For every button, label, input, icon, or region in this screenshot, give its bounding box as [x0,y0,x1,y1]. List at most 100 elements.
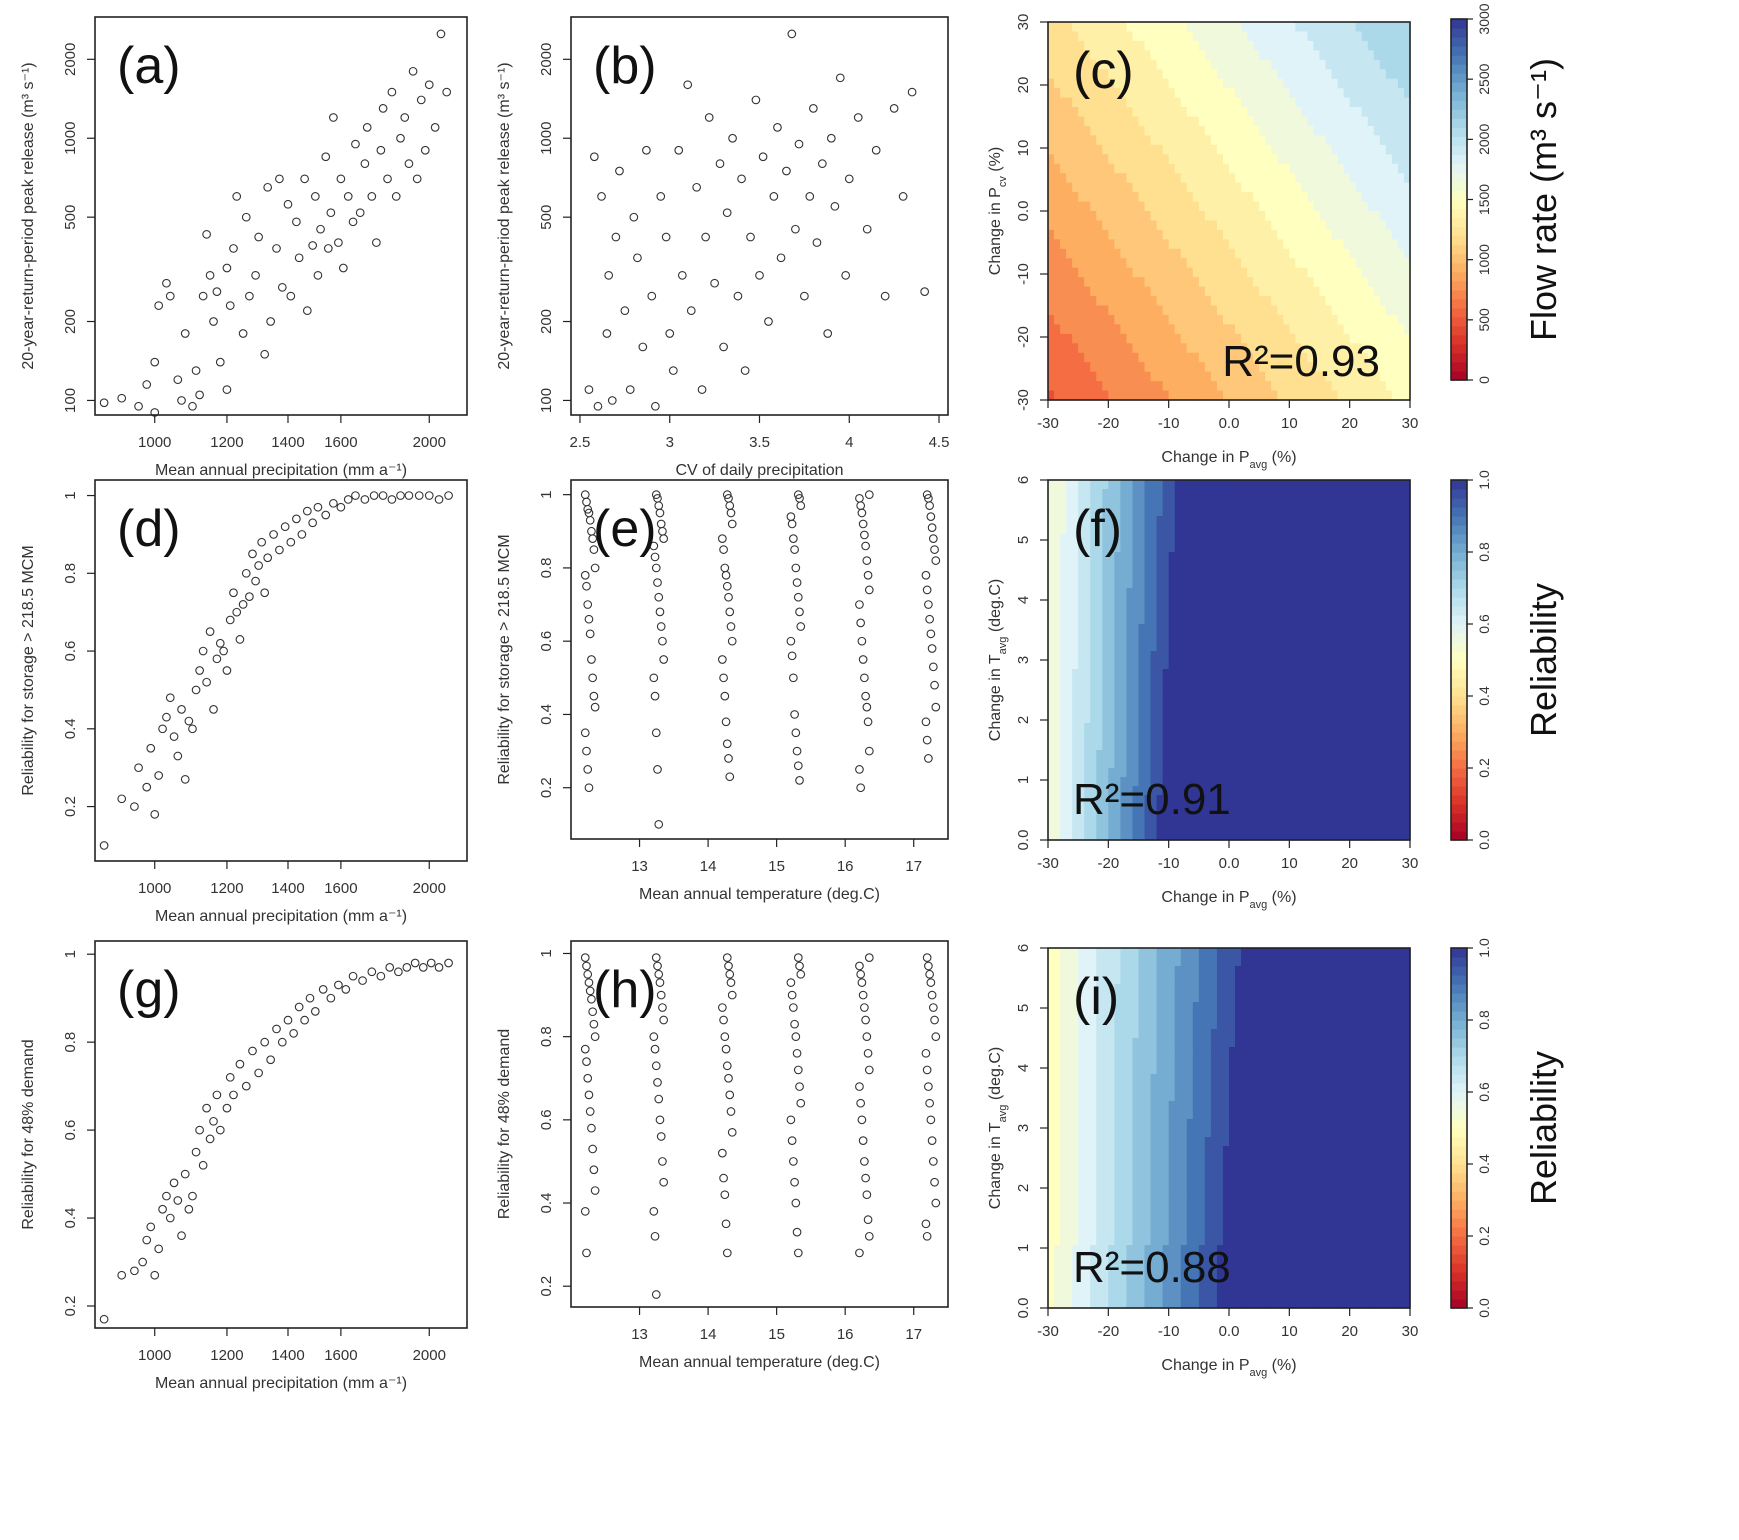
heatmap-cell [1241,615,1248,625]
heatmap-cell [1343,88,1351,99]
heatmap-cell [1150,267,1158,278]
heatmap-cell [1325,116,1333,127]
heatmap-cell [1222,192,1230,203]
heatmap-cell [1229,267,1236,278]
heatmap-cell [1060,50,1067,61]
heatmap-cell [1180,606,1188,616]
heatmap-cell [1198,229,1206,240]
heatmap-cell [1204,588,1212,598]
heatmap-cell [1210,813,1218,823]
data-point [162,712,171,722]
heatmap-cell [1120,144,1128,155]
heatmap-cell [1403,239,1411,250]
heatmap-cell [1247,135,1254,146]
heatmap-cell [1048,570,1055,580]
heatmap-cell [1174,248,1182,259]
heatmap-cell [1241,107,1248,118]
heatmap-cell [1307,40,1315,51]
heatmap-cell [1066,22,1073,33]
heatmap-cell [1144,343,1152,354]
heatmap-cell [1235,22,1242,33]
heatmap-cell [1397,229,1405,240]
data-point [584,385,594,394]
heatmap-cell [1204,624,1212,634]
heatmap-cell [1096,660,1103,670]
heatmap-cell [1150,489,1158,499]
heatmap-cell [1253,804,1260,814]
heatmap-cell [1144,154,1152,165]
y-tick-label: -30 [1015,389,1032,411]
heatmap-cell [1162,88,1170,99]
heatmap-cell [1283,525,1290,535]
heatmap-cell [1192,597,1200,607]
heatmap-cell [1204,371,1212,382]
heatmap-cell [1066,768,1073,778]
heatmap-cell [1403,78,1411,89]
heatmap-cell [1150,831,1158,841]
heatmap-cell [1174,267,1182,278]
heatmap-cell [1229,192,1236,203]
data-point [724,592,733,602]
heatmap-cell [1325,723,1333,733]
heatmap-cell [1108,163,1115,174]
heatmap-cell [1241,660,1248,670]
heatmap-cell [1096,588,1103,598]
heatmap-cell [1319,116,1327,127]
heatmap-cell [1289,352,1296,363]
heatmap-cell [1325,516,1333,526]
heatmap-cell [1355,31,1363,42]
heatmap-cell [1150,220,1158,231]
heatmap-cell [1204,480,1212,490]
heatmap-cell [1066,570,1073,580]
heatmap-cell [1253,480,1260,490]
data-point [841,270,851,280]
heatmap-cell [1078,229,1085,240]
heatmap-cell [1126,31,1134,42]
heatmap-cell [1216,220,1224,231]
heatmap-cell [1144,822,1152,832]
heatmap-cell [1319,305,1327,316]
heatmap-cell [1126,822,1134,832]
heatmap-cell [1235,258,1242,269]
heatmap-cell [1313,362,1321,373]
heatmap-cell [1090,211,1097,222]
heatmap-cell [1084,144,1091,155]
heatmap-cell [1090,561,1097,571]
heatmap-cell [1367,201,1375,212]
heatmap-cell [1078,660,1085,670]
heatmap-cell [1192,258,1200,269]
heatmap-cell [1367,31,1375,42]
heatmap-cell [1114,507,1121,517]
y-tick-label: 0.8 [538,557,555,578]
data-point [275,174,284,184]
heatmap-cell [1373,201,1381,212]
heatmap-cell [1096,125,1103,136]
heatmap-cell [1168,220,1176,231]
heatmap-cell [1379,88,1387,99]
heatmap-cell [1078,173,1085,184]
heatmap-cell [1114,229,1121,240]
x-tick-label: 17 [905,858,922,875]
heatmap-cell [1241,759,1248,769]
data-point [404,159,414,169]
heatmap-cell [1241,597,1248,607]
heatmap-cell [1138,777,1146,787]
heatmap-cell [1174,343,1182,354]
heatmap-cell [1253,723,1260,733]
heatmap-cell [1114,258,1121,269]
heatmap-cell [1072,696,1079,706]
panel-label: (d) [117,500,181,558]
heatmap-cell [1060,390,1067,401]
heatmap-cell [1180,786,1188,796]
heatmap-cell [1265,305,1272,316]
heatmap-cell [1180,390,1188,401]
heatmap-cell [1337,324,1345,335]
heatmap-cell [1096,239,1103,250]
heatmap-cell [1319,822,1327,832]
heatmap-cell [1391,182,1399,193]
heatmap-cell [1235,163,1242,174]
y-tick-label: 200 [62,309,79,334]
heatmap-cell [1048,750,1055,760]
heatmap-cell [1301,277,1309,288]
heatmap-cell [1325,831,1333,841]
